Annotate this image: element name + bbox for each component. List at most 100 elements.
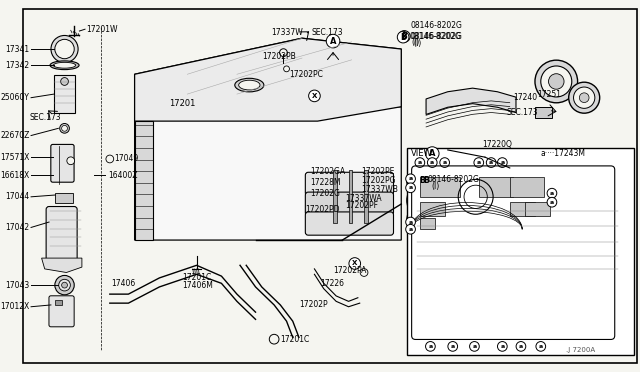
Text: (I): (I) [413,39,422,48]
Text: a: a [418,160,422,165]
FancyBboxPatch shape [46,206,77,266]
Circle shape [406,183,415,193]
Circle shape [426,341,435,351]
Ellipse shape [239,80,260,90]
Circle shape [470,341,479,351]
Text: 17202PG: 17202PG [361,176,396,185]
Bar [333,170,337,223]
Circle shape [547,188,557,198]
FancyBboxPatch shape [305,172,394,196]
Circle shape [569,82,600,113]
Text: a: a [539,344,543,349]
Ellipse shape [417,214,422,225]
Circle shape [61,282,67,288]
Circle shape [59,279,70,291]
Text: a: a [428,344,433,349]
Text: a: a [500,344,504,349]
Text: 17228M: 17228M [310,178,340,187]
Text: B: B [401,32,407,41]
Bar [55,193,73,203]
Circle shape [579,93,589,103]
Text: 17201C: 17201C [182,273,212,282]
Circle shape [61,125,67,131]
Circle shape [548,74,564,89]
Text: B: B [423,176,429,185]
Text: 17226: 17226 [321,279,345,288]
Text: a: a [489,160,493,165]
Circle shape [284,66,289,72]
Text: A: A [330,36,336,46]
Circle shape [397,31,409,43]
Text: a: a [519,344,523,349]
Text: a: a [472,344,477,349]
Text: a: a [500,160,504,165]
Text: a····17243M: a····17243M [541,149,586,158]
Circle shape [421,173,431,183]
Ellipse shape [406,192,415,209]
Circle shape [541,66,572,97]
Text: 08146-8202G: 08146-8202G [410,32,463,41]
Circle shape [448,341,458,351]
Circle shape [497,341,507,351]
Text: a: a [443,160,447,165]
Text: 17201C: 17201C [280,335,310,344]
Text: a: a [550,200,554,205]
Text: 17201W: 17201W [86,25,118,34]
Text: (I): (I) [412,38,420,47]
Ellipse shape [417,174,422,185]
Circle shape [406,174,415,184]
Text: 17341: 17341 [6,45,30,54]
Circle shape [61,78,68,85]
Text: 17202PA: 17202PA [333,266,367,275]
Bar [510,177,544,197]
Text: SEC.173: SEC.173 [507,108,538,116]
Circle shape [60,124,69,133]
Bar [408,148,634,355]
Circle shape [406,224,415,234]
FancyBboxPatch shape [305,192,394,215]
Circle shape [326,34,340,48]
Polygon shape [134,107,401,240]
Text: 17337WB: 17337WB [361,185,398,194]
Text: 17240: 17240 [513,93,537,102]
Text: 17337W: 17337W [271,28,303,37]
Text: B: B [400,33,406,42]
Text: 17044: 17044 [6,192,30,201]
Circle shape [106,155,114,163]
Bar [364,170,368,223]
Text: 08146-8202G: 08146-8202G [410,22,463,31]
Text: a: a [408,227,413,232]
Text: B: B [419,176,424,185]
Ellipse shape [53,62,76,68]
Text: a: a [408,185,413,190]
Circle shape [474,158,484,167]
Text: 16618X: 16618X [1,171,30,180]
Text: a: a [477,160,481,165]
Text: A: A [429,149,435,158]
Circle shape [486,158,496,167]
Text: 17043: 17043 [6,280,30,290]
Text: a: a [408,176,413,181]
Text: 17251: 17251 [538,90,562,99]
Text: 25060Y: 25060Y [1,93,30,102]
Circle shape [497,158,507,167]
Text: 16400Z: 16400Z [108,171,138,180]
Bar [479,177,513,197]
Text: .J 7200A: .J 7200A [566,347,595,353]
Text: X: X [352,260,357,266]
Circle shape [428,158,437,167]
Circle shape [536,341,546,351]
Text: VIEW: VIEW [410,149,432,158]
Circle shape [280,49,287,57]
Bar [420,177,460,197]
Text: 17049: 17049 [114,154,138,163]
Circle shape [399,31,410,42]
Circle shape [516,341,526,351]
Circle shape [360,269,368,276]
Text: a: a [550,191,554,196]
Circle shape [269,334,279,344]
Text: 17201: 17201 [169,99,195,108]
Circle shape [55,275,74,295]
Polygon shape [134,121,153,240]
Circle shape [349,258,360,269]
